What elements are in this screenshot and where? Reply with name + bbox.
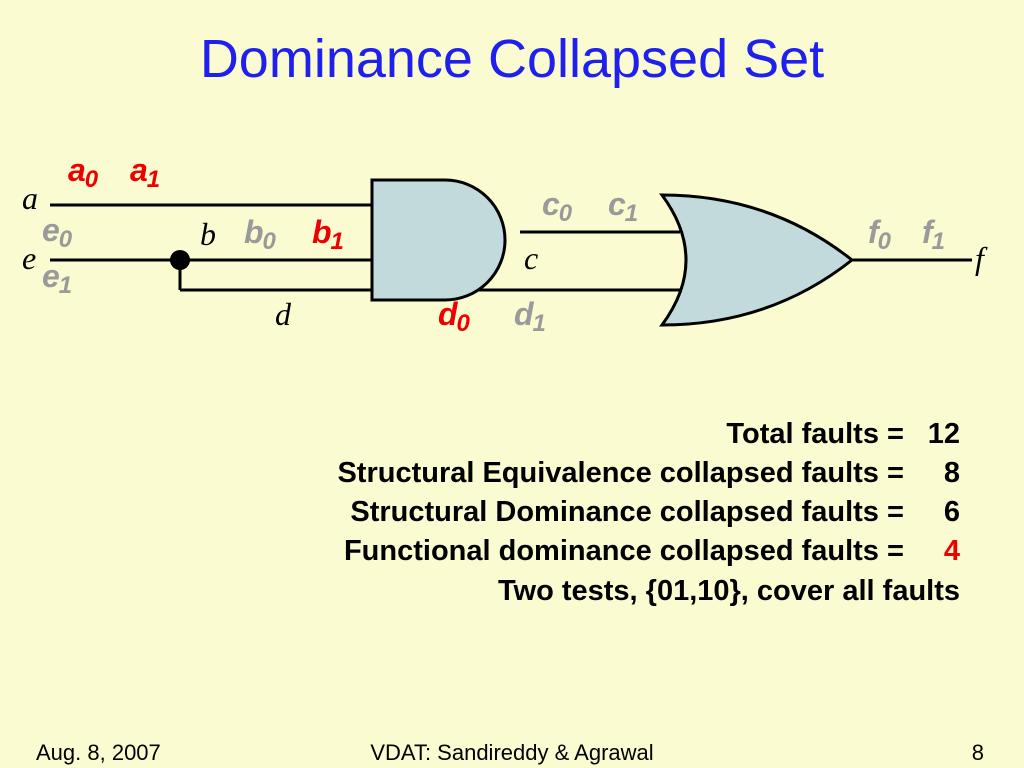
fault-e1: e1 [42, 258, 71, 295]
wire-label-d: d [275, 296, 291, 333]
fault-c0: c0 [542, 186, 571, 223]
fault-f0: f0 [868, 214, 890, 251]
junction-dot [170, 250, 190, 270]
circuit-diagram: a e b d c f a0 a1 e0 e1 b0 b1 c0 c1 d0 d… [0, 140, 1024, 400]
fault-d0: d0 [438, 296, 469, 333]
fault-b1: b1 [312, 214, 343, 251]
stat-row-3: Functional dominance collapsed faults = … [0, 532, 960, 571]
footer-page: 8 [972, 740, 984, 766]
slide-title: Dominance Collapsed Set [0, 0, 1024, 90]
footer-middle: VDAT: Sandireddy & Agrawal [0, 740, 1024, 766]
stat-row-1: Structural Equivalence collapsed faults … [0, 454, 960, 493]
fault-a1: a1 [130, 152, 159, 189]
wire-label-b: b [200, 216, 216, 253]
fault-e0: e0 [42, 212, 71, 249]
fault-c1: c1 [608, 186, 637, 223]
fault-b0: b0 [244, 214, 275, 251]
and-gate [372, 180, 505, 300]
wire-label-f: f [975, 240, 984, 277]
wire-label-e: e [22, 240, 36, 277]
or-gate [662, 195, 852, 325]
wire-label-a: a [22, 180, 38, 217]
wire-label-c: c [524, 240, 538, 277]
stat-row-0: Total faults = 12 [0, 415, 960, 454]
stat-row-4: Two tests, {01,10}, cover all faults [0, 572, 960, 611]
stats-block: Total faults = 12 Structural Equivalence… [0, 415, 960, 611]
stat-row-2: Structural Dominance collapsed faults = … [0, 493, 960, 532]
fault-d1: d1 [514, 296, 545, 333]
fault-f1: f1 [922, 214, 944, 251]
fault-a0: a0 [68, 152, 97, 189]
